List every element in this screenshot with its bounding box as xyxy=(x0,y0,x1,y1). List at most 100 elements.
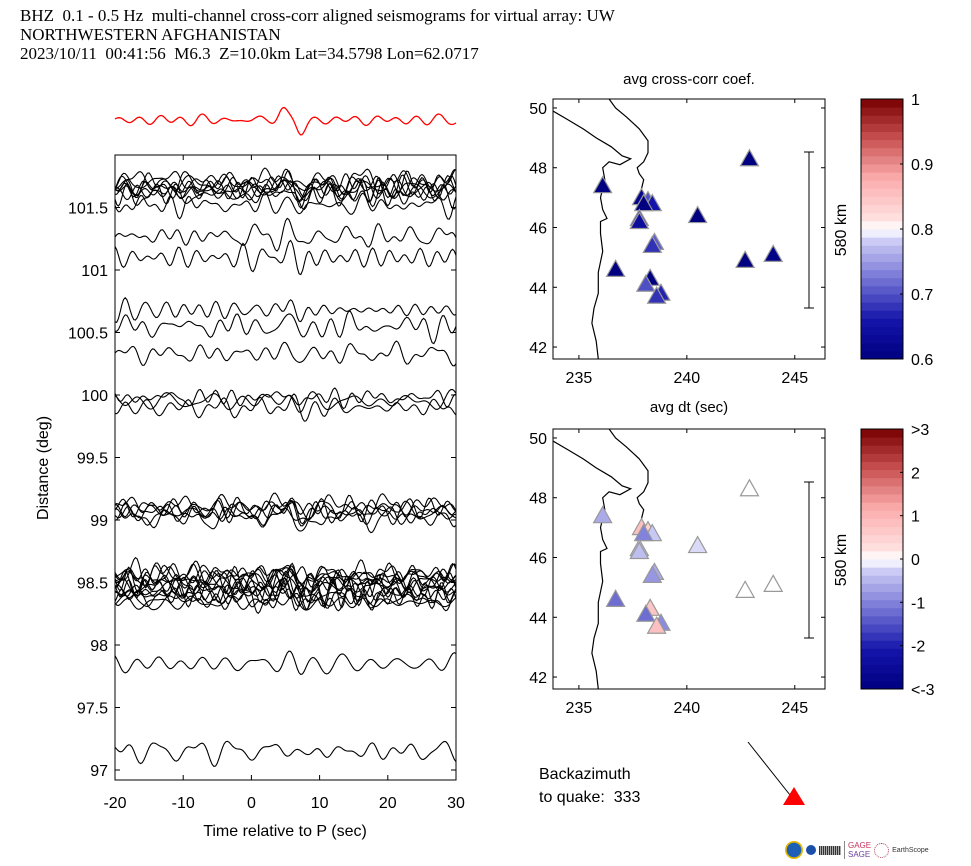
colorbar-tick-label: 0.9 xyxy=(911,157,933,174)
stack-trace xyxy=(114,106,457,136)
colorbar-swatch xyxy=(861,672,903,682)
colorbar-swatch xyxy=(861,245,903,254)
y-tick-label: 44 xyxy=(529,280,547,297)
colorbar-swatch xyxy=(861,559,903,568)
y-tick-label: 48 xyxy=(529,491,547,508)
colorbar-tick-label: 0 xyxy=(911,552,920,569)
station-marker xyxy=(592,175,613,194)
station-marker xyxy=(687,205,708,224)
colorbar-tick-label: 0.8 xyxy=(911,222,933,239)
station-marker xyxy=(629,211,650,230)
colorbar-swatch xyxy=(861,550,903,560)
seismogram-trace xyxy=(115,740,456,768)
seismogram-trace xyxy=(115,389,456,413)
y-tick-label: 101.5 xyxy=(68,201,108,218)
y-tick-label: 100 xyxy=(81,388,108,405)
scale-bar-label: 580 km xyxy=(833,204,850,256)
colorbar-swatch xyxy=(861,131,903,141)
station-marker xyxy=(605,259,626,277)
colorbar-swatch xyxy=(861,277,903,287)
station-marker xyxy=(642,235,663,254)
colorbar-tick-label: 0.6 xyxy=(911,352,933,369)
colorbar-swatch xyxy=(861,518,903,527)
colorbar-swatch xyxy=(861,342,903,352)
record-section-frame xyxy=(114,154,457,781)
y-tick-label: 42 xyxy=(529,340,547,357)
map-frame xyxy=(552,98,826,360)
seismogram-trace xyxy=(115,584,456,611)
sponsor-logos: GAGE SAGE EarthScope xyxy=(785,838,929,862)
colorbar-tick-label: <-3 xyxy=(911,682,935,699)
colorbar-swatch xyxy=(861,253,903,262)
colorbar-swatch xyxy=(861,115,903,124)
quake-marker-icon xyxy=(783,787,805,805)
colorbar-swatch xyxy=(861,469,903,479)
seismogram-trace xyxy=(115,497,456,527)
colorbar-swatch xyxy=(861,326,903,336)
colorbar-swatch xyxy=(861,640,903,649)
y-tick-label: 100.5 xyxy=(68,326,108,343)
colorbar-swatch xyxy=(861,453,903,462)
colorbar-swatch xyxy=(861,494,903,503)
colorbar-swatch xyxy=(861,575,903,584)
seismogram-trace xyxy=(115,650,456,676)
colorbar-swatch xyxy=(861,591,903,601)
colorbar-swatch xyxy=(861,310,903,319)
seismogram-trace xyxy=(115,178,456,209)
nasa-logo-icon xyxy=(806,845,816,855)
seismogram-trace xyxy=(115,310,456,345)
seismogram-traces xyxy=(115,167,456,768)
colorbar-swatch xyxy=(861,294,903,303)
seismogram-trace xyxy=(115,179,456,211)
station-marker xyxy=(635,604,656,622)
seismogram-trace xyxy=(115,176,456,203)
colorbar-swatch xyxy=(861,429,903,438)
nsf-logo-icon xyxy=(785,841,803,859)
title-line-3: 2023/10/11 00:41:56 M6.3 Z=10.0km Lat=34… xyxy=(20,44,479,63)
x-tick-label: 245 xyxy=(781,700,808,717)
colorbar-swatch xyxy=(861,334,903,344)
station-marker xyxy=(763,244,784,263)
colorbar-swatch xyxy=(861,139,903,149)
colorbar-swatch xyxy=(861,147,903,157)
colorbar-swatch xyxy=(861,510,903,519)
station-marker xyxy=(646,286,667,304)
x-tick-label: 0 xyxy=(247,795,256,812)
y-tick-label: 50 xyxy=(529,101,547,118)
colorbar-swatch xyxy=(861,615,903,625)
stack-trace-group xyxy=(114,106,457,136)
colorbar-swatch xyxy=(861,302,903,311)
seismogram-trace xyxy=(115,191,456,220)
backazimuth-line-1: Backazimuth xyxy=(539,766,631,783)
gage-sage-logo: GAGE SAGE xyxy=(844,841,871,859)
colorbar-swatch xyxy=(861,220,903,230)
colorbar-swatch xyxy=(861,542,903,552)
station-marker xyxy=(633,523,654,542)
x-tick-label: -10 xyxy=(172,795,195,812)
colorbar-tick-label: 2 xyxy=(911,465,920,482)
y-tick-label: 98 xyxy=(90,638,108,655)
seismogram-trace xyxy=(115,576,456,610)
colorbar-swatch xyxy=(861,607,903,617)
colorbar-swatch xyxy=(861,437,903,446)
scale-bar-label: 580 km xyxy=(833,534,850,586)
x-tick-label: 245 xyxy=(781,370,808,387)
colorbar-tick-label: -1 xyxy=(911,595,925,612)
seismogram-trace xyxy=(115,562,456,586)
y-tick-label: 97 xyxy=(90,763,108,780)
colorbar-swatch xyxy=(861,485,903,495)
earthscope-logo-icon xyxy=(874,842,890,858)
colorbar-swatch xyxy=(861,188,903,197)
seismogram-trace xyxy=(115,167,456,196)
station-marker xyxy=(592,505,613,524)
station-marker xyxy=(739,148,760,167)
colorbar-swatch xyxy=(861,164,903,173)
x-tick-label: 20 xyxy=(379,795,397,812)
colorbar-swatch xyxy=(861,196,903,206)
colorbar-swatch xyxy=(861,656,903,666)
y-tick-label: 50 xyxy=(529,431,547,448)
earthscope-logo-text: EarthScope xyxy=(892,846,929,854)
backazimuth-arrow xyxy=(747,741,791,796)
seismogram-trace xyxy=(115,584,456,615)
